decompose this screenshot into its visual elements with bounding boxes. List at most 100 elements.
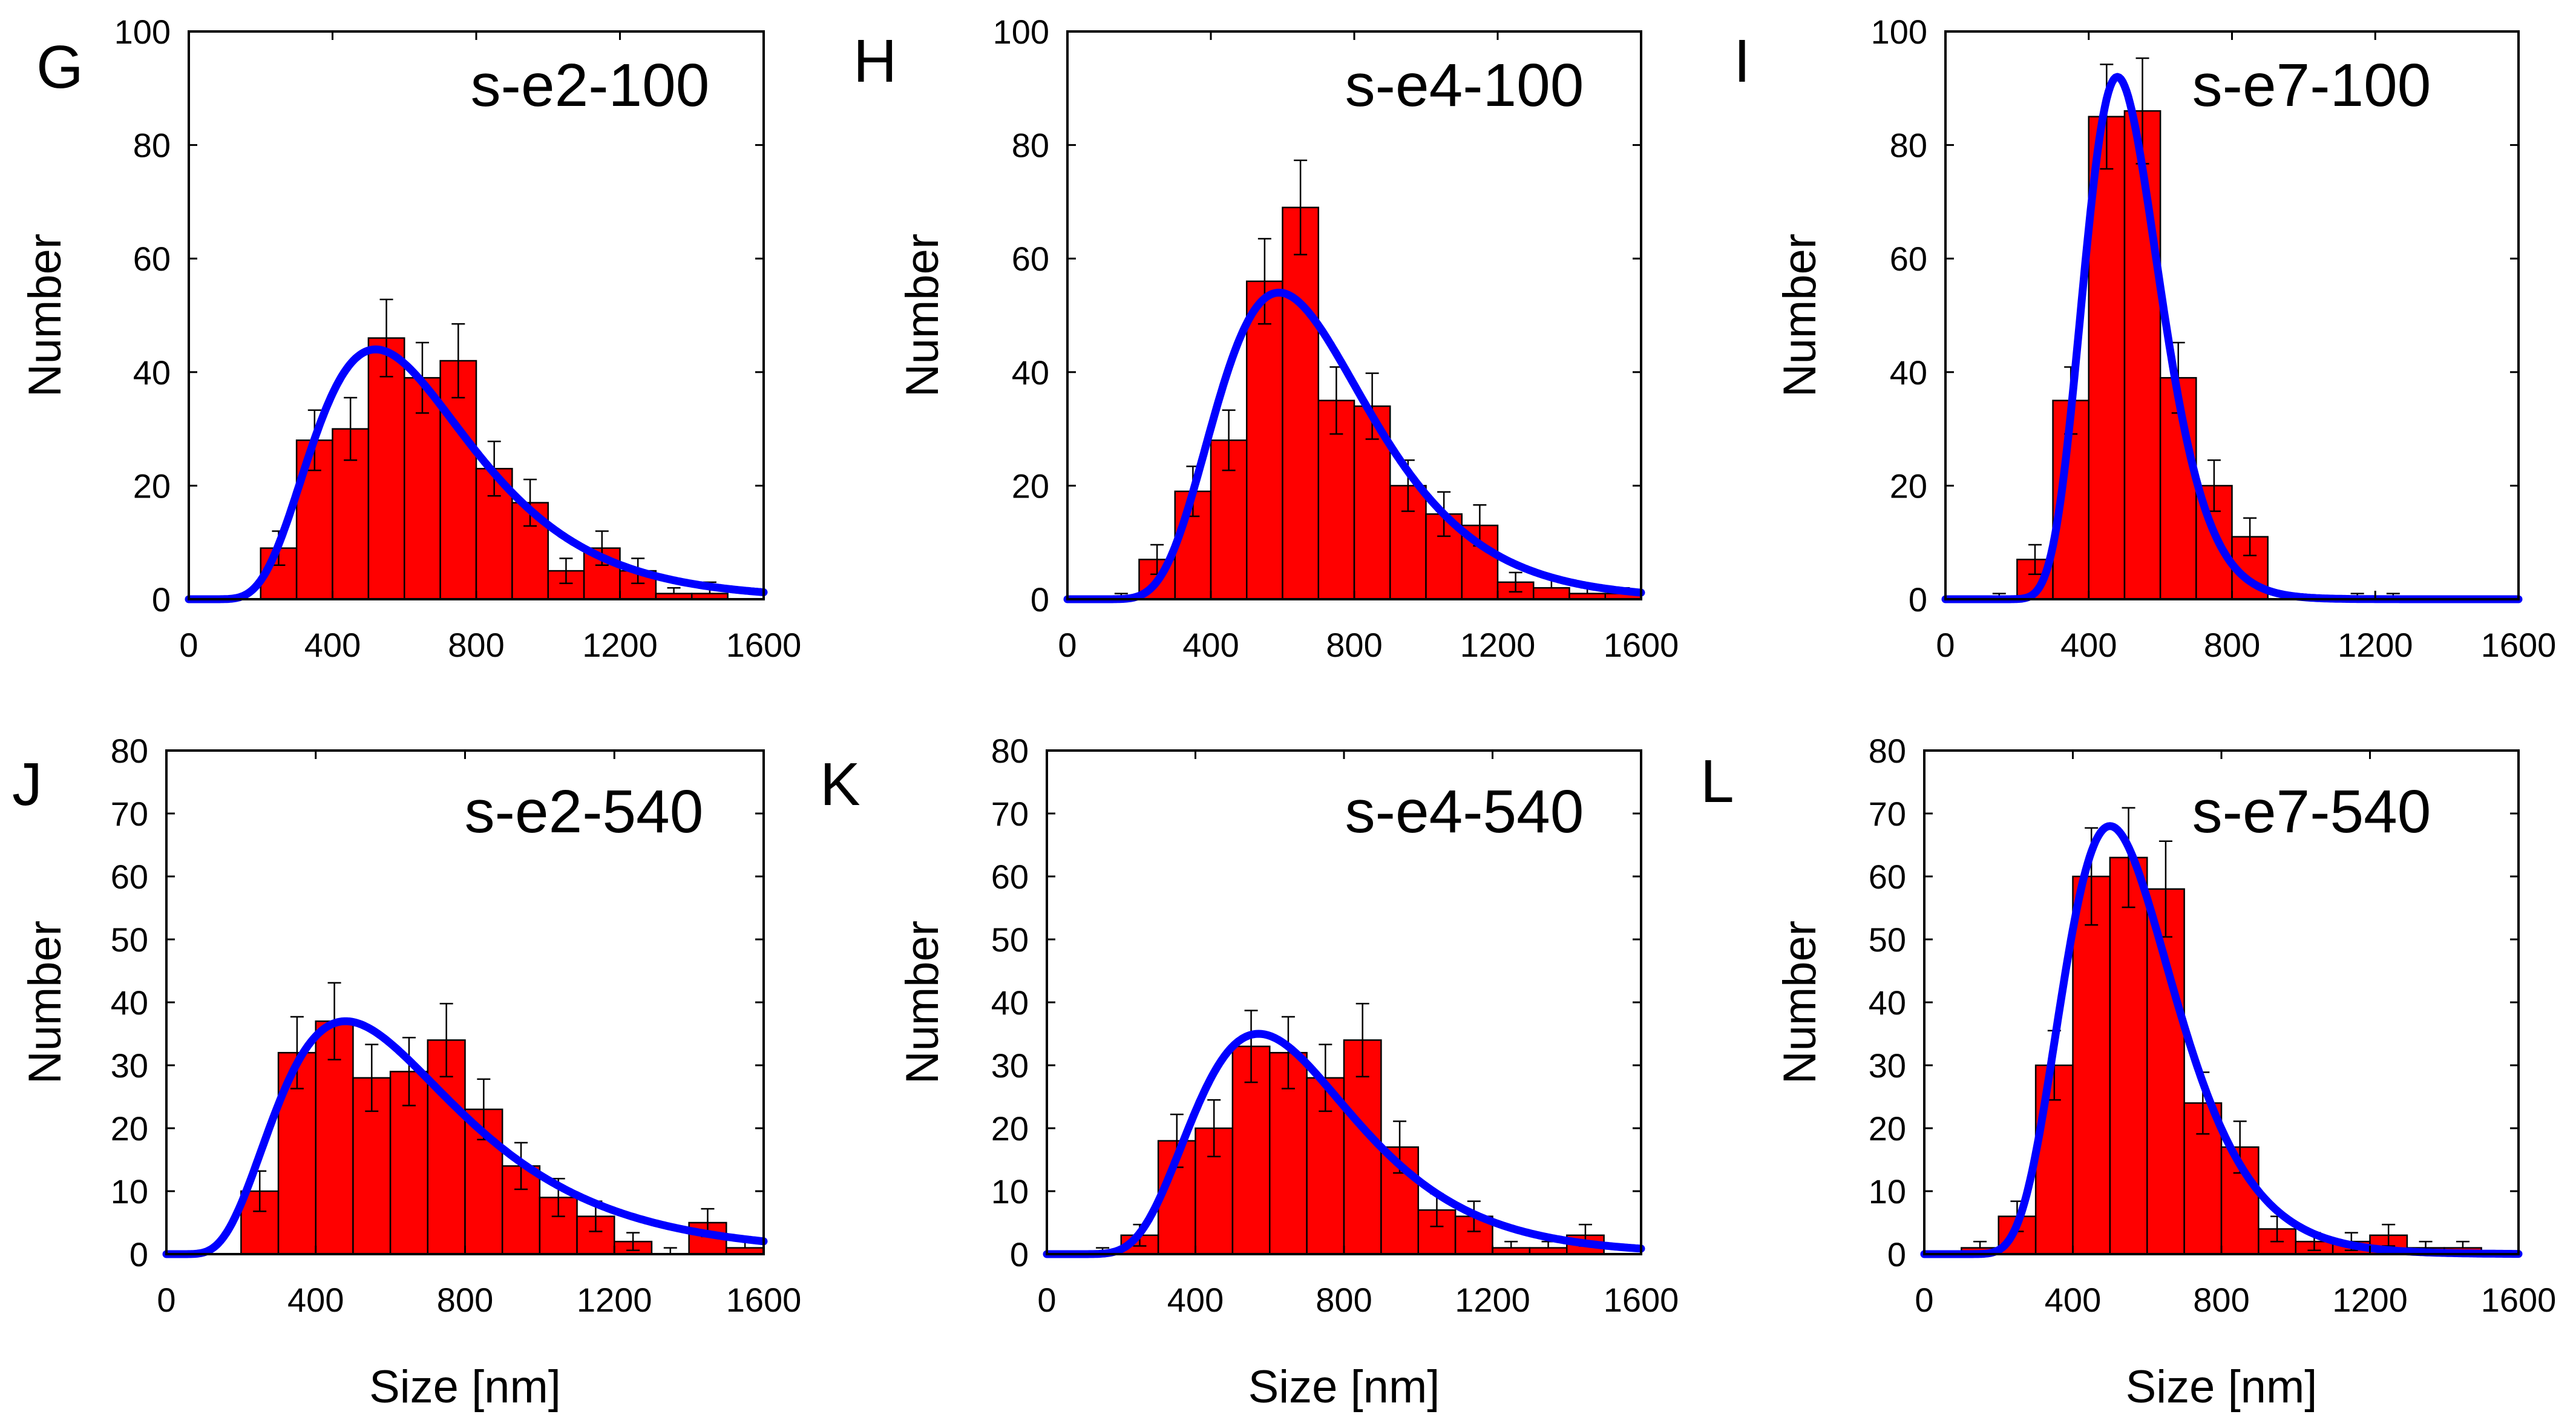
x-tick-label: 800 xyxy=(437,1281,493,1319)
error-bar xyxy=(2243,517,2257,557)
y-tick-label: 80 xyxy=(133,127,171,165)
x-axis-label: Size [nm] xyxy=(1248,1361,1440,1413)
panel-k: 0 400 800 1200 1600 0 10 20 30 40 50 60 70 80 Number Si… xyxy=(820,732,1679,1413)
y-tick-label: 70 xyxy=(1869,795,1906,833)
y-tick-label: 20 xyxy=(1890,467,1927,505)
x-tick-label: 400 xyxy=(2060,626,2117,664)
y-tick-label: 70 xyxy=(991,795,1029,833)
x-tick-label: 0 xyxy=(1037,1281,1056,1319)
error-bar xyxy=(379,298,393,378)
y-tick-label: 60 xyxy=(111,858,148,896)
error-bar xyxy=(626,1232,640,1252)
error-bar xyxy=(2456,1240,2469,1248)
y-axis-label: Number xyxy=(897,234,948,397)
y-tick-label: 60 xyxy=(1012,240,1049,278)
histogram-bar xyxy=(439,360,477,600)
error-bar xyxy=(1294,159,1308,255)
x-tick-label: 0 xyxy=(179,626,198,664)
error-bar xyxy=(559,557,573,584)
panel-title: s-e7-540 xyxy=(2192,778,2431,846)
panel-title: s-e2-540 xyxy=(465,778,704,846)
fit-curve xyxy=(185,345,768,603)
y-tick-label: 100 xyxy=(1871,13,1927,51)
y-tick-label: 80 xyxy=(1012,127,1049,165)
x-tick-label: 1200 xyxy=(2338,626,2413,664)
error-bar xyxy=(1222,409,1236,472)
panel-g: 0 400 800 1200 1600 0 20 40 60 80 100 Number G s-e2-1… xyxy=(19,13,801,664)
x-tick-label: 1200 xyxy=(2332,1281,2408,1319)
panel-letter: L xyxy=(1700,748,1734,815)
error-bar xyxy=(344,396,358,461)
y-tick-label: 60 xyxy=(991,858,1029,896)
error-bar xyxy=(667,587,681,594)
panel-title: s-e7-100 xyxy=(2192,51,2431,119)
error-bar xyxy=(1355,1002,1369,1077)
x-axis-label: Size [nm] xyxy=(2126,1361,2318,1413)
x-tick-label: 1600 xyxy=(1604,1281,1679,1319)
x-tick-label: 0 xyxy=(157,1281,175,1319)
histogram-bar xyxy=(2109,856,2148,1255)
error-bar xyxy=(365,1043,379,1112)
x-tick-label: 1200 xyxy=(1455,1281,1530,1319)
x-tick-label: 1200 xyxy=(1460,626,1536,664)
panel-letter: K xyxy=(820,751,860,818)
y-tick-label: 50 xyxy=(111,921,148,959)
y-tick-label: 0 xyxy=(1031,580,1049,619)
y-tick-label: 0 xyxy=(1010,1235,1029,1273)
error-bar xyxy=(1244,1010,1258,1083)
y-tick-label: 60 xyxy=(1890,240,1927,278)
x-tick-label: 1600 xyxy=(726,626,802,664)
y-tick-label: 80 xyxy=(1890,127,1927,165)
error-bar xyxy=(451,323,465,399)
panel-letter: I xyxy=(1734,27,1751,95)
x-tick-label: 1600 xyxy=(2481,1281,2557,1319)
y-tick-label: 30 xyxy=(991,1047,1029,1085)
x-tick-label: 1200 xyxy=(577,1281,652,1319)
panel-title: s-e4-540 xyxy=(1345,778,1584,846)
x-tick-label: 0 xyxy=(1936,626,1955,664)
fit-curve xyxy=(1043,1030,1645,1258)
x-tick-label: 800 xyxy=(2204,626,2260,664)
y-tick-label: 10 xyxy=(1869,1172,1906,1211)
panel-letter: J xyxy=(12,751,42,818)
error-bar xyxy=(1541,1240,1555,1248)
error-bar xyxy=(2028,544,2042,575)
x-tick-label: 1600 xyxy=(1604,626,1679,664)
error-bar xyxy=(402,1036,416,1106)
y-tick-label: 0 xyxy=(152,580,171,619)
y-tick-label: 50 xyxy=(1869,921,1906,959)
x-axis-label: Size [nm] xyxy=(369,1361,561,1413)
error-bar xyxy=(595,530,609,566)
x-tick-label: 800 xyxy=(2193,1281,2249,1319)
x-tick-label: 0 xyxy=(1058,626,1077,664)
x-tick-label: 1600 xyxy=(2481,626,2557,664)
y-axis-label: Number xyxy=(897,921,948,1084)
y-tick-label: 20 xyxy=(1012,467,1049,505)
panel-title: s-e2-100 xyxy=(471,51,710,119)
y-axis-label: Number xyxy=(1774,921,1826,1084)
y-tick-label: 0 xyxy=(129,1235,148,1273)
panel-j: 0 400 800 1200 1600 0 10 20 30 40 50 60 70 80 Number Si… xyxy=(12,732,801,1413)
x-tick-label: 400 xyxy=(287,1281,344,1319)
error-bar xyxy=(439,1002,453,1077)
x-tick-label: 1600 xyxy=(726,1281,802,1319)
histogram-bar xyxy=(1282,206,1319,600)
y-tick-label: 60 xyxy=(133,240,171,278)
y-tick-label: 50 xyxy=(991,921,1029,959)
y-axis-label: Number xyxy=(19,921,71,1084)
y-tick-label: 80 xyxy=(991,732,1029,770)
y-tick-label: 20 xyxy=(1869,1109,1906,1148)
histogram-bar xyxy=(2072,875,2111,1255)
y-tick-label: 100 xyxy=(993,13,1049,51)
panel-title: s-e4-100 xyxy=(1345,51,1584,119)
y-tick-label: 30 xyxy=(111,1047,148,1085)
y-tick-label: 40 xyxy=(111,984,148,1022)
y-axis-label: Number xyxy=(19,234,71,397)
panel-letter: G xyxy=(36,33,84,101)
x-tick-label: 800 xyxy=(448,626,504,664)
x-tick-label: 800 xyxy=(1326,626,1382,664)
panel-l: 0 400 800 1200 1600 0 10 20 30 40 50 60 70 80 Number Si… xyxy=(1700,732,2556,1413)
error-bar xyxy=(2419,1240,2433,1248)
x-tick-label: 400 xyxy=(304,626,361,664)
